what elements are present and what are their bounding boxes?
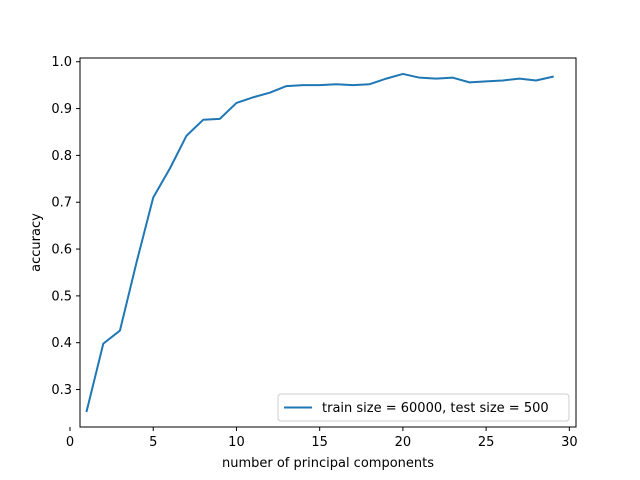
x-tick-label: 10: [228, 435, 245, 450]
y-tick-label: 0.3: [51, 383, 72, 398]
y-tick-label: 1.0: [51, 55, 72, 70]
x-axis-ticks: 0 5 10 15 20 25 30: [66, 427, 578, 450]
legend-box: [277, 393, 570, 422]
x-tick-label: 25: [478, 435, 495, 450]
legend-label: train size = 60000, test size = 500: [322, 401, 549, 416]
y-axis-ticks: 0.3 0.4 0.5 0.6 0.7 0.8 0.9 1.0: [51, 55, 80, 398]
x-axis-label: number of principal components: [222, 456, 434, 471]
y-tick-label: 0.6: [51, 243, 72, 258]
y-tick-label: 0.9: [51, 102, 72, 117]
y-tick-label: 0.5: [51, 289, 72, 304]
y-tick-label: 0.8: [51, 149, 72, 164]
y-tick-label: 0.4: [51, 336, 72, 351]
series-line: [85, 72, 554, 413]
x-tick-label: 30: [561, 435, 578, 450]
x-tick-label: 20: [395, 435, 412, 450]
y-tick-label: 0.7: [51, 196, 72, 211]
x-tick-label: 5: [149, 435, 157, 450]
legend: train size = 60000, test size = 500: [277, 393, 570, 422]
x-tick-label: 15: [311, 435, 328, 450]
plot-frame: [79, 57, 577, 428]
x-tick-label: 0: [66, 435, 74, 450]
series-layer: [85, 72, 554, 413]
y-axis-label: accuracy: [29, 213, 44, 272]
